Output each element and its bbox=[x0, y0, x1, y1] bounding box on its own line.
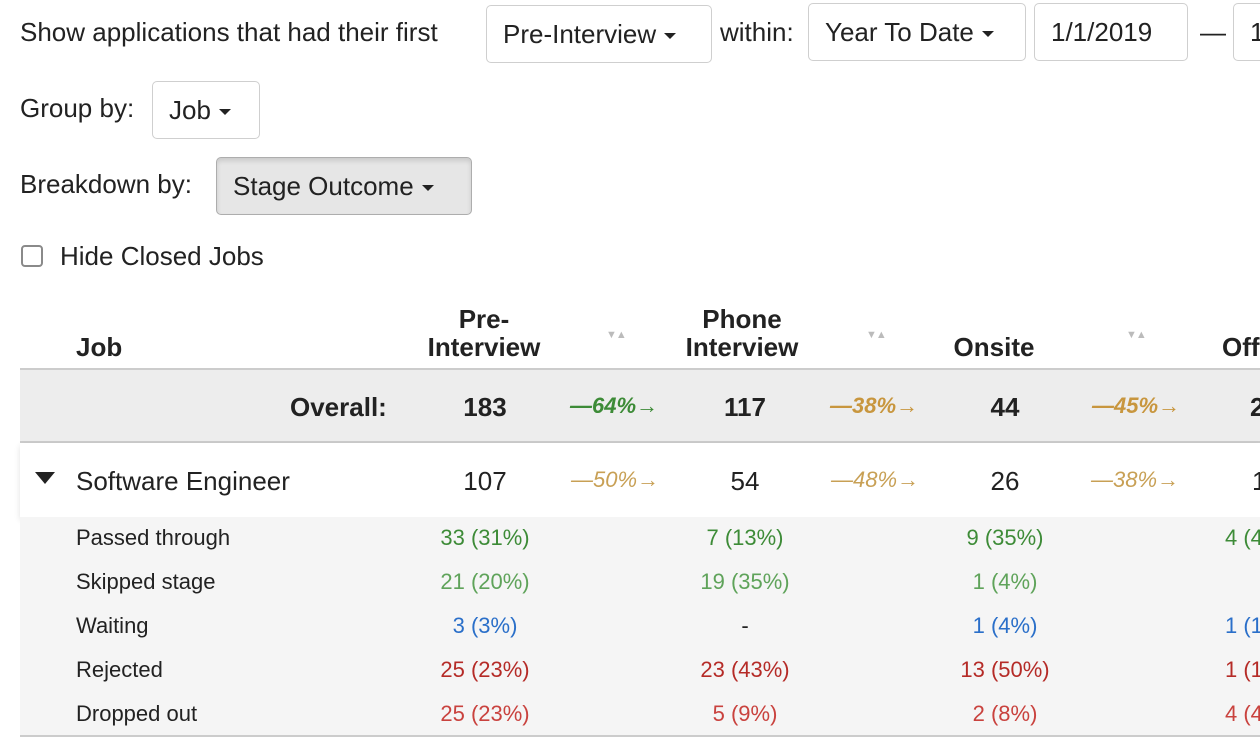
overall-row bbox=[20, 368, 1260, 443]
breakdown-cell: 9 (35%) bbox=[966, 525, 1044, 550]
breakdown-cell: 4 (4 bbox=[1225, 701, 1260, 726]
overall-count: 44 bbox=[990, 392, 1020, 422]
sort-icon[interactable]: ▼▲ bbox=[1126, 329, 1147, 341]
breakdown-cell: 23 (43%) bbox=[700, 657, 790, 682]
column-header-onsite[interactable]: Onsite bbox=[924, 333, 1064, 361]
column-header-pre-interview[interactable]: Pre- Interview bbox=[404, 305, 564, 361]
job-conversion: —38%→ bbox=[1090, 467, 1180, 492]
job-count: 107 bbox=[463, 466, 507, 496]
show-applications-label: Show applications that had their first bbox=[20, 17, 438, 47]
breakdown-cell: 3 (3%) bbox=[452, 613, 518, 638]
breakdown-cell: 1 (1 bbox=[1225, 613, 1260, 638]
job-row[interactable] bbox=[20, 443, 1260, 517]
breakdown-label-waiting: Waiting bbox=[76, 613, 149, 638]
breakdown-label-rejected: Rejected bbox=[76, 657, 163, 682]
breakdown-cell: 5 (9%) bbox=[712, 701, 778, 726]
start-date-value: 1/1/2019 bbox=[1051, 16, 1153, 47]
date-range-value: Year To Date bbox=[825, 16, 974, 47]
job-conversion: —48%→ bbox=[830, 467, 920, 492]
breakdown-cell: 1 (1 bbox=[1225, 657, 1260, 682]
within-label: within: bbox=[720, 17, 794, 47]
end-date-input[interactable]: 1 bbox=[1233, 3, 1260, 61]
job-count: 54 bbox=[730, 466, 760, 496]
breakdown-cell: 25 (23%) bbox=[440, 657, 530, 682]
collapse-toggle-icon[interactable] bbox=[35, 472, 55, 484]
breakdown-by-dropdown[interactable]: Stage Outcome bbox=[216, 157, 472, 215]
job-conversion: —50%→ bbox=[570, 467, 660, 492]
date-separator: — bbox=[1200, 17, 1226, 47]
date-range-dropdown[interactable]: Year To Date bbox=[808, 3, 1026, 61]
breakdown-label-skipped: Skipped stage bbox=[76, 569, 216, 594]
column-header-offer[interactable]: Off bbox=[1222, 333, 1260, 361]
breakdown-cell: 21 (20%) bbox=[440, 569, 530, 594]
overall-conversion: —38%→ bbox=[829, 393, 919, 418]
sort-icon[interactable]: ▼▲ bbox=[606, 329, 627, 341]
overall-label: Overall: bbox=[290, 392, 387, 422]
hide-closed-jobs-label: Hide Closed Jobs bbox=[60, 241, 264, 271]
column-header-line2: Interview bbox=[685, 332, 799, 362]
overall-count: 117 bbox=[724, 392, 766, 422]
breakdown-cell: 19 (35%) bbox=[700, 569, 790, 594]
overall-count: 2 bbox=[1250, 392, 1260, 422]
column-header-phone-interview[interactable]: Phone Interview bbox=[662, 305, 822, 361]
caret-down-icon bbox=[981, 30, 994, 37]
overall-count: 183 bbox=[463, 392, 507, 422]
breakdown-section bbox=[20, 517, 1260, 737]
breakdown-cell: 1 (4%) bbox=[972, 569, 1038, 594]
sort-icon[interactable]: ▼▲ bbox=[866, 329, 887, 341]
caret-down-icon bbox=[664, 32, 677, 39]
breakdown-label-passed: Passed through bbox=[76, 525, 231, 550]
breakdown-cell: 1 (4%) bbox=[972, 613, 1038, 638]
breakdown-cell: 25 (23%) bbox=[440, 701, 530, 726]
breakdown-label-dropped: Dropped out bbox=[76, 701, 198, 726]
column-header-line1: Phone bbox=[702, 304, 782, 334]
stage-dropdown[interactable]: Pre-Interview bbox=[486, 5, 712, 63]
caret-down-icon bbox=[421, 184, 434, 191]
group-by-label: Group by: bbox=[20, 93, 135, 123]
column-header-line1: Pre- bbox=[458, 304, 510, 334]
breakdown-cell: 7 (13%) bbox=[706, 525, 784, 550]
job-name[interactable]: Software Engineer bbox=[76, 466, 290, 496]
breakdown-cell: 13 (50%) bbox=[960, 657, 1050, 682]
job-column-header[interactable]: Job bbox=[76, 332, 123, 362]
breakdown-by-label: Breakdown by: bbox=[20, 169, 192, 199]
caret-down-icon bbox=[218, 108, 231, 115]
job-count: 1 bbox=[1252, 466, 1260, 496]
overall-conversion: —45%→ bbox=[1091, 393, 1181, 418]
stage-dropdown-value: Pre-Interview bbox=[503, 18, 657, 49]
group-by-value: Job bbox=[169, 94, 211, 125]
breakdown-cell: 33 (31%) bbox=[440, 525, 530, 550]
hide-closed-jobs-checkbox[interactable] bbox=[21, 245, 43, 267]
breakdown-cell: - bbox=[741, 613, 749, 638]
column-header-line2: Interview bbox=[427, 332, 541, 362]
overall-conversion: —64%→ bbox=[569, 393, 659, 418]
breakdown-cell: 4 (4 bbox=[1225, 525, 1260, 550]
column-header-line2: Onsite bbox=[953, 332, 1035, 362]
job-count: 26 bbox=[990, 466, 1020, 496]
start-date-input[interactable]: 1/1/2019 bbox=[1034, 3, 1188, 61]
group-by-dropdown[interactable]: Job bbox=[152, 81, 260, 139]
breakdown-by-value: Stage Outcome bbox=[233, 170, 414, 201]
end-date-value: 1 bbox=[1250, 16, 1260, 47]
column-header-line2: Off bbox=[1222, 332, 1260, 362]
breakdown-cell: 2 (8%) bbox=[972, 701, 1038, 726]
